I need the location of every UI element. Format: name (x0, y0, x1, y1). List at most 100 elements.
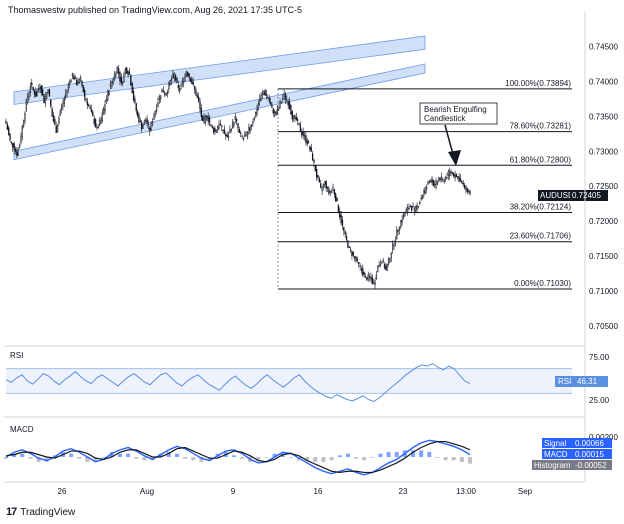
channel-upper-band[interactable] (13, 35, 426, 105)
candle-body (183, 81, 185, 83)
candle-body (454, 175, 456, 179)
candle-body (246, 131, 249, 138)
candle-body (212, 127, 215, 133)
macd-histogram-bar (362, 457, 367, 461)
candle-body (273, 111, 276, 114)
candle-body (20, 136, 22, 143)
candle-body (309, 145, 311, 150)
macd-histogram-bar (93, 457, 98, 462)
candle-body (12, 142, 14, 148)
candle-body (67, 83, 70, 90)
candle-body (351, 251, 353, 257)
candle-body (150, 122, 152, 130)
candle-body (9, 133, 11, 141)
macd-histogram-bar (345, 453, 350, 457)
macd-panel[interactable]: MACD 0.00200 Signal 0.00066 MACD 0.00015 His… (4, 425, 618, 476)
candle-body (363, 272, 365, 275)
candle-body (81, 81, 83, 86)
candle-body (66, 89, 68, 94)
candle-body (119, 71, 121, 82)
candle-body (298, 122, 300, 126)
price-badge (570, 190, 608, 201)
candle-body (355, 256, 357, 262)
candle-body (39, 86, 41, 89)
macd-badge-label-bg (542, 449, 572, 459)
candle-body (328, 188, 330, 195)
candle-body (130, 74, 132, 86)
candle-body (139, 120, 141, 123)
candle-body (261, 92, 264, 96)
candle-body (238, 129, 241, 133)
candle-body (459, 178, 462, 182)
candle-body (235, 119, 238, 122)
macd-histogram-bar (394, 452, 399, 457)
candle-body (428, 181, 430, 183)
macd-badge-label-bg (542, 438, 572, 448)
candle-body (425, 186, 428, 190)
candle-body (195, 89, 197, 96)
candle-body (63, 98, 65, 104)
candle-body (382, 260, 384, 262)
price-tick-label: 0.73500 (589, 112, 618, 121)
candle-body (50, 99, 52, 107)
candle-body (43, 93, 45, 104)
candle-body (396, 229, 398, 240)
candle-body (344, 231, 346, 235)
candle-body (463, 184, 466, 189)
signal-line (5, 440, 471, 474)
macd-badge-value-bg (572, 449, 612, 459)
candle-body (191, 78, 193, 85)
candle-body (423, 190, 425, 195)
candle-body (316, 168, 318, 178)
candle-body (219, 123, 222, 126)
candle-body (104, 104, 106, 111)
candle-body (447, 171, 449, 176)
macd-histogram-bar (305, 457, 310, 461)
channel-lower-band[interactable] (13, 63, 426, 161)
rsi-tick-25: 25.00 (589, 396, 610, 405)
candle-body (101, 112, 103, 121)
candle-body (177, 85, 179, 89)
candle-body (149, 127, 151, 132)
candle-body (62, 102, 64, 107)
candle-body (297, 119, 299, 121)
candle-body (8, 127, 10, 135)
candle-body (22, 120, 25, 127)
candle-body (179, 88, 181, 92)
candle-body (364, 276, 367, 278)
candle-body (78, 78, 80, 83)
candle-body (70, 80, 72, 82)
candle-body (411, 205, 413, 211)
macd-badge-label: Signal (544, 439, 566, 448)
candle-body (226, 134, 228, 138)
candle-body (25, 99, 28, 111)
time-axis[interactable]: 26 Aug 9 16 23 13:00 Sep (58, 487, 533, 496)
candle-body (291, 111, 293, 120)
price-tick-label: 0.72500 (589, 182, 618, 191)
macd-badge-value: -0.00052 (575, 461, 607, 470)
candle-body (46, 92, 48, 99)
macd-histogram-bar (272, 453, 277, 457)
candle-body (431, 178, 433, 183)
time-tick-label: 13:00 (456, 487, 477, 496)
candle-body (444, 176, 447, 180)
candle-body (366, 277, 368, 281)
candle-body (390, 252, 392, 258)
candle-body (29, 85, 32, 93)
candle-body (413, 207, 416, 212)
candle-body (28, 91, 30, 98)
candle-body (180, 84, 182, 87)
annotation-line-1: Bearish Engulfing (424, 105, 487, 114)
candle-body (406, 206, 409, 213)
rsi-value-text: 46.31 (577, 377, 598, 386)
price-panel[interactable]: 100.00%(0.73894) 78.60%(0.73281) 61.80%(0.… (5, 35, 619, 331)
candle-body (252, 121, 254, 124)
candle-body (17, 148, 19, 156)
rsi-panel[interactable]: RSI 75.00 25.00 RSI 46.31 (5, 351, 610, 405)
candle-body (435, 180, 437, 188)
macd-histogram-bar (28, 457, 33, 459)
candle-body (73, 75, 75, 80)
candle-body (347, 240, 349, 248)
candle-body (79, 77, 82, 82)
